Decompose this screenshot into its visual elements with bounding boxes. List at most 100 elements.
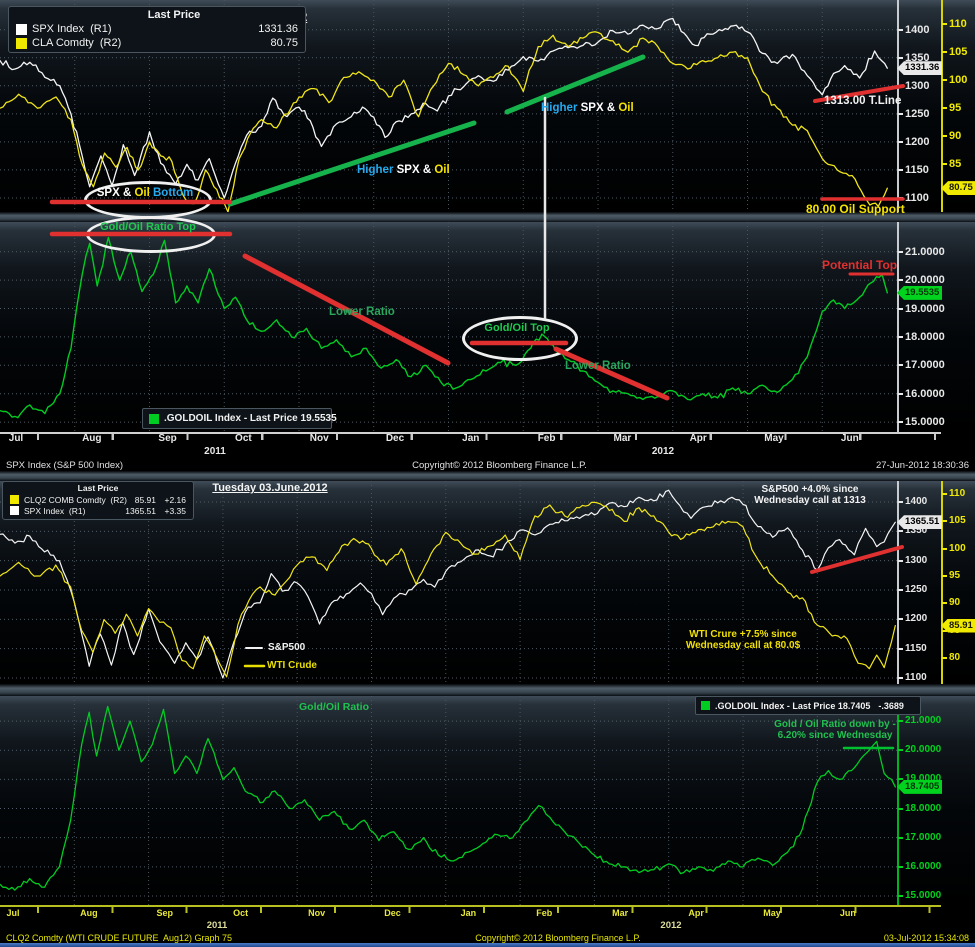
goldoil-swatch bbox=[701, 701, 710, 710]
series-goldoil-index bbox=[0, 236, 888, 419]
last-price-tag: 80.75 bbox=[941, 181, 975, 196]
taskbar-strip bbox=[0, 943, 975, 947]
goldoil-swatch bbox=[149, 413, 159, 424]
wti-call-annotation: WTI Crure +7.5% since Wednesday call at … bbox=[685, 629, 801, 651]
axis-tick-label: 1100 bbox=[898, 672, 927, 683]
price-panel-plot bbox=[0, 481, 897, 684]
footer-left: SPX Index (S&P 500 Index) bbox=[6, 459, 124, 471]
legend-row-spx: SPX Index (R1) 1365.51 +3.35 bbox=[3, 505, 193, 516]
axis-tick-label: 1250 bbox=[897, 584, 928, 595]
axis-tick-label: 1350 bbox=[897, 525, 928, 537]
x-axis-ticks bbox=[0, 434, 941, 440]
axis-tick-label: 100 bbox=[941, 74, 968, 87]
x-axis-month-label: Apr bbox=[689, 433, 707, 444]
x-axis-month-label: Jan bbox=[462, 433, 480, 444]
last-price-tag: 1331.36 bbox=[897, 61, 943, 76]
x-axis-month-label: Aug bbox=[80, 908, 98, 918]
axis-tick-label: 110 bbox=[942, 18, 967, 31]
footer-timestamp: 03-Jul-2012 15:34:08 bbox=[883, 932, 969, 943]
axis-tick-label: 100 bbox=[942, 542, 966, 554]
x-axis-line bbox=[0, 905, 941, 907]
x-axis-month-label: Jan bbox=[460, 908, 477, 918]
legend-label: SPX Index (R1) bbox=[24, 505, 86, 516]
x-axis-month-label: Jul bbox=[8, 433, 24, 444]
lower-ratio-label-1: Lower Ratio bbox=[329, 306, 395, 318]
x-axis-month-label: May bbox=[763, 908, 781, 918]
r2-axis-line bbox=[941, 0, 943, 212]
axis-tick-label: 105 bbox=[941, 46, 968, 59]
axis-tick-label: 20.0000 bbox=[898, 274, 945, 287]
chart-bottom: 1400 1350 1300 1250 1200 1150 1100 1365.51 110 1… bbox=[0, 471, 975, 947]
axis-tick-label: 17.0000 bbox=[898, 359, 945, 372]
ratio-panel-plot bbox=[0, 222, 897, 432]
x-axis-month-label: Oct bbox=[233, 908, 249, 918]
last-price-tag: 19.5535 bbox=[897, 285, 943, 300]
series-cla-comdty-r2 bbox=[0, 31, 888, 212]
legend-label: CLA Comdty (R2) bbox=[32, 37, 122, 49]
axis-tick-label: 16.0000 bbox=[898, 387, 945, 400]
axis-tick-label: 16.0000 bbox=[897, 860, 942, 872]
footer-timestamp: 27-Jun-2012 18:30:36 bbox=[876, 459, 969, 471]
x-axis-month-label: May bbox=[764, 433, 784, 444]
x-axis-year-label: 2011 bbox=[204, 446, 226, 457]
x-axis-month-label: Jul bbox=[6, 908, 20, 918]
x-axis-month-label: Feb bbox=[536, 908, 553, 918]
last-price-tag: 85.91 bbox=[941, 618, 975, 633]
status-bar-top: SPX Index (S&P 500 Index) Copyright© 201… bbox=[0, 459, 975, 471]
x-axis-year-label: 2012 bbox=[651, 446, 675, 457]
r1-axis-line bbox=[897, 0, 899, 212]
axis-tick-label: 1200 bbox=[897, 613, 928, 625]
axis-tick-label: 1250 bbox=[897, 107, 930, 120]
x-axis-month-label: Sep bbox=[158, 433, 177, 444]
date-header: Tuesday 03.June.2012 bbox=[212, 482, 328, 494]
axis-tick-label: 90 bbox=[941, 130, 962, 143]
axis-tick-label: 1100 bbox=[898, 191, 929, 204]
x-axis-month-label: Dec bbox=[384, 908, 401, 918]
ratio-panel-bottom: 21.0000 20.0000 19.0000 18.0000 17.0000 16.00… bbox=[0, 696, 975, 905]
axis-tick-label: 95 bbox=[941, 102, 962, 115]
oil-support-label: 80.00 Oil Support bbox=[806, 202, 905, 216]
higher-spx-oil-label-2: Higher SPX & Oil bbox=[541, 102, 634, 114]
axis-tick-label: 1150 bbox=[898, 642, 927, 654]
last-price-tag: 18.7405 bbox=[897, 779, 943, 794]
series-spx-index-r1 bbox=[0, 17, 888, 199]
axis-tick-label: 20.0000 bbox=[897, 744, 942, 756]
goldoil-legend-text: .GOLDOIL Index - Last Price 19.5535 bbox=[164, 413, 337, 424]
series-clq2-comb-comdty-r2 bbox=[0, 501, 896, 678]
axis-tick-label: 1300 bbox=[897, 79, 930, 92]
axis-tick-label: 1200 bbox=[897, 135, 930, 148]
r1-axis-line bbox=[897, 481, 899, 684]
axis-tick-label: 110 bbox=[941, 488, 966, 500]
higher-spx-oil-label-1: Higher SPX & Oil bbox=[357, 164, 450, 176]
x-axis-year-label: 2011 bbox=[206, 920, 228, 931]
axis-tick-label: 19.0000 bbox=[898, 302, 945, 315]
footer-copyright: Copyright© 2012 Bloomberg Finance L.P. bbox=[475, 932, 641, 943]
axis-tick-label: 17.0000 bbox=[897, 831, 942, 843]
chart-top: 1400 1350 1300 1250 1200 1150 1100 1331.36 110 1… bbox=[0, 0, 975, 471]
x-axis-year-labels: 2011 2012 bbox=[0, 446, 941, 458]
x-axis-month-label: Mar bbox=[612, 908, 629, 918]
ratio-y-axis: 21.0000 20.0000 19.0000 18.0000 17.0000 16.00… bbox=[897, 696, 975, 905]
oil-y-axis: 1101051009590858085.91 bbox=[941, 481, 975, 684]
x-axis-month-label: Jun bbox=[839, 908, 856, 918]
axis-tick-label: 15.0000 bbox=[898, 416, 945, 429]
axis-tick-label: 95 bbox=[941, 569, 961, 581]
x-axis-month-label: Mar bbox=[613, 433, 632, 444]
r2-axis-line bbox=[941, 481, 943, 684]
axis-tick-label: 21.0000 bbox=[897, 715, 942, 727]
x-axis-month-label: Nov bbox=[309, 433, 329, 444]
axis-tick-label: 85 bbox=[941, 158, 962, 171]
goldoil-top-label: Gold/Oil Top bbox=[484, 322, 550, 334]
goldoil-legend-text: .GOLDOIL Index - Last Price 18.7405 bbox=[715, 700, 871, 711]
footer-left: CLQ2 Comdty (WTI CRUDE FUTURE Aug12) Gra… bbox=[6, 932, 233, 943]
series-goldoil-index bbox=[0, 705, 896, 891]
axis-tick-label: 1300 bbox=[897, 554, 928, 566]
oil-y-axis: 110 105 100 95 90 85 80.75 bbox=[941, 0, 975, 212]
x-axis-month-label: Sep bbox=[156, 908, 174, 918]
x-axis-month-label: Feb bbox=[537, 433, 556, 444]
x-axis-month-label: Oct bbox=[235, 433, 252, 444]
legend-change: +2.16 bbox=[164, 494, 186, 505]
spx-y-axis: 1400 1350 1300 1250 1200 1150 1100 1331.36 bbox=[897, 0, 943, 212]
axis-tick-label: 21.0000 bbox=[898, 245, 945, 258]
x-axis-month-label: Nov bbox=[308, 908, 326, 918]
